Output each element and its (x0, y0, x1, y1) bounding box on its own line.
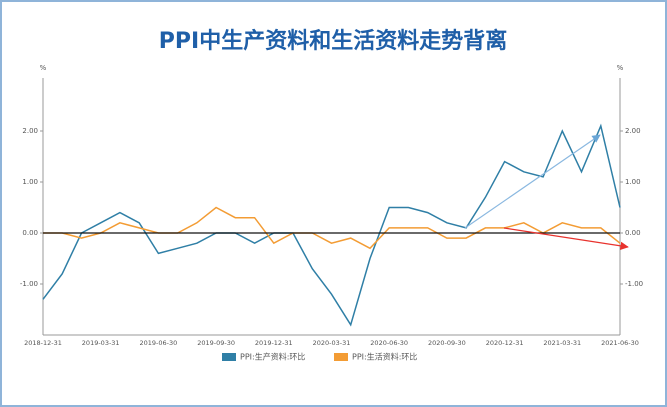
chart-title: PPI中生产资料和生活资料走势背离 (159, 28, 507, 54)
x-tick-label: 2019-09-30 (197, 339, 235, 347)
x-tick-label: 2020-06-30 (370, 339, 408, 347)
x-tick-label: 2019-12-31 (255, 339, 293, 347)
y2-tick-label: 2.00 (625, 127, 641, 135)
x-tick-label: 2020-09-30 (428, 339, 466, 347)
y-tick-label: 2.00 (22, 127, 38, 135)
x-tick-label: 2020-03-31 (313, 339, 351, 347)
y2-axis-label: % (617, 64, 624, 72)
x-tick-label: 2021-06-30 (601, 339, 639, 347)
y2-tick-label: 0.00 (625, 229, 641, 237)
x-tick-label: 2020-12-31 (486, 339, 524, 347)
x-tick-label: 2019-06-30 (140, 339, 178, 347)
y-tick-label: -1.00 (20, 280, 38, 288)
series-line (42, 123, 621, 327)
y-tick-label: 0.00 (22, 229, 38, 237)
y-axis-label: % (40, 64, 47, 72)
legend-label: PPI:生活资料:环比 (352, 352, 417, 362)
trend-arrow (464, 134, 601, 229)
series-line (43, 206, 621, 250)
trend-arrow (503, 227, 629, 251)
x-tick-label: 2021-03-31 (543, 339, 581, 347)
y2-tick-label: -1.00 (625, 280, 643, 288)
x-tick-label: 2019-03-31 (82, 339, 120, 347)
legend-label: PPI:生产资料:环比 (240, 352, 305, 362)
legend-swatch (222, 353, 236, 361)
y-tick-label: 1.00 (22, 178, 38, 186)
legend-swatch (334, 353, 348, 361)
y2-tick-label: 1.00 (625, 178, 641, 186)
x-tick-label: 2018-12-31 (24, 339, 62, 347)
